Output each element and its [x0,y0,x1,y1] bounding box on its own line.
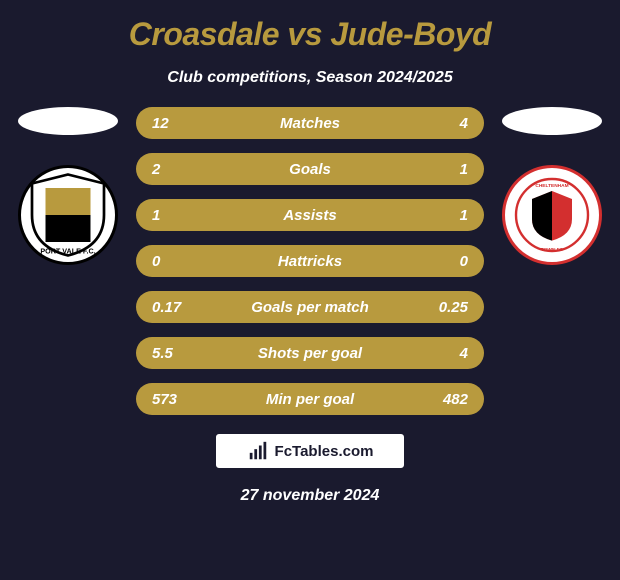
stat-rows-container: 12 Matches 4 2 Goals 1 1 Assists 1 0 Hat… [128,107,492,415]
stat-label: Goals [202,161,418,178]
stat-label: Matches [202,115,418,132]
stat-label: Min per goal [202,391,418,408]
shield-icon: PORT VALE F.C. [23,170,113,260]
stat-left-value: 0.17 [152,299,202,316]
stat-right-value: 1 [418,161,468,178]
chart-icon [247,440,269,462]
stat-label: Hattricks [202,253,418,270]
stat-row: 2 Goals 1 [136,153,484,185]
stat-left-value: 573 [152,391,202,408]
stat-right-value: 4 [418,115,468,132]
left-team-column: PORT VALE F.C. [8,107,128,265]
stat-left-value: 2 [152,161,202,178]
avatar-placeholder-right [502,107,602,135]
source-badge[interactable]: FcTables.com [215,433,405,469]
stat-left-value: 1 [152,207,202,224]
stat-left-value: 5.5 [152,345,202,362]
page-subtitle: Club competitions, Season 2024/2025 [0,69,620,87]
stat-row: 0 Hattricks 0 [136,245,484,277]
stat-row: 0.17 Goals per match 0.25 [136,291,484,323]
avatar-placeholder-left [18,107,118,135]
svg-text:TOWN FC: TOWN FC [541,247,564,253]
svg-text:CHELTENHAM: CHELTENHAM [535,183,568,189]
shield-icon: CHELTENHAM TOWN FC [512,175,592,255]
page-title: Croasdale vs Jude-Boyd [0,16,620,53]
stat-left-value: 12 [152,115,202,132]
right-team-crest: CHELTENHAM TOWN FC [502,165,602,265]
stat-right-value: 0.25 [418,299,468,316]
stat-label: Shots per goal [202,345,418,362]
stat-right-value: 0 [418,253,468,270]
right-team-column: CHELTENHAM TOWN FC [492,107,612,265]
stat-row: 5.5 Shots per goal 4 [136,337,484,369]
stat-left-value: 0 [152,253,202,270]
stat-row: 12 Matches 4 [136,107,484,139]
stat-label: Goals per match [202,299,418,316]
source-badge-text: FcTables.com [275,443,374,460]
svg-text:PORT VALE F.C.: PORT VALE F.C. [40,247,95,256]
left-team-crest: PORT VALE F.C. [18,165,118,265]
stat-row: 1 Assists 1 [136,199,484,231]
stats-area: PORT VALE F.C. 12 Matches 4 2 Goals 1 1 … [0,107,620,415]
stat-right-value: 1 [418,207,468,224]
page-root: Croasdale vs Jude-Boyd Club competitions… [0,0,620,580]
stat-right-value: 4 [418,345,468,362]
stat-right-value: 482 [418,391,468,408]
stat-label: Assists [202,207,418,224]
stat-row: 573 Min per goal 482 [136,383,484,415]
date-text: 27 november 2024 [0,487,620,505]
